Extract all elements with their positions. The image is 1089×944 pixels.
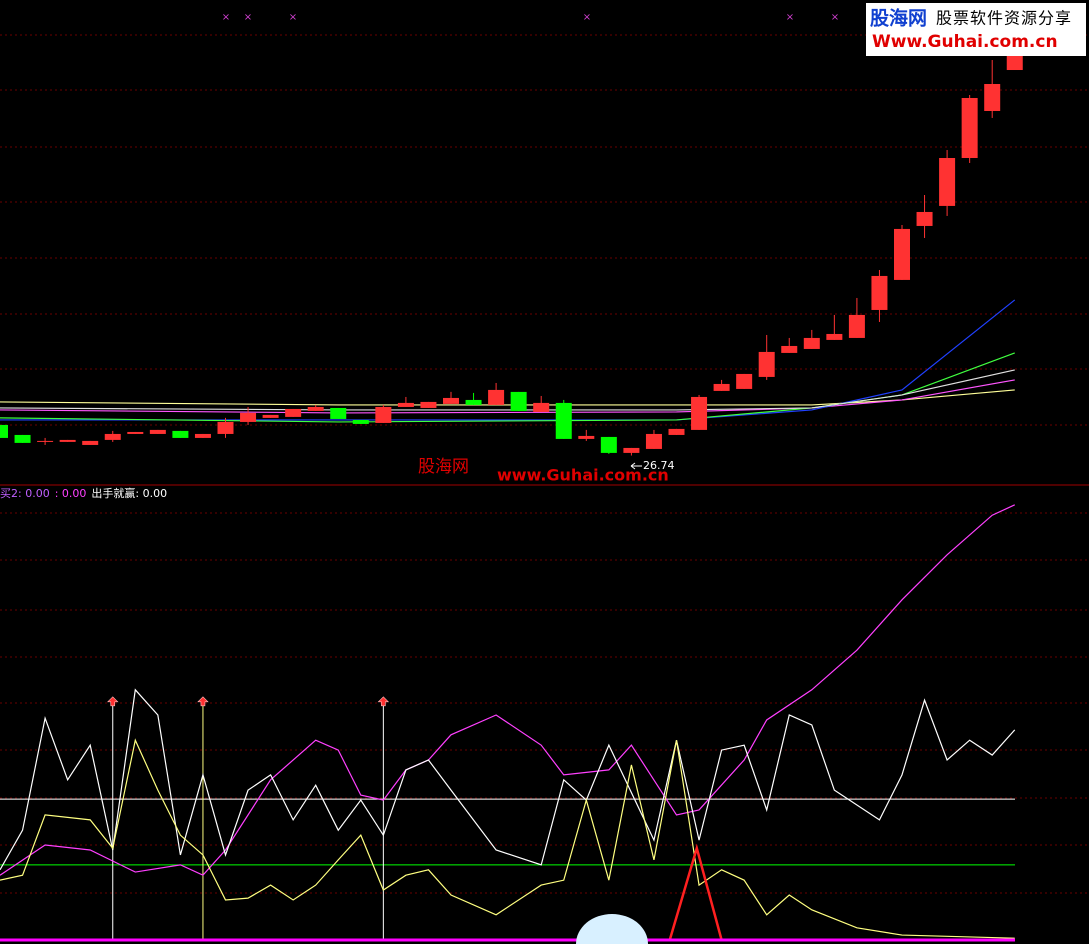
moving-average xyxy=(0,389,1015,406)
candle-body xyxy=(127,431,144,434)
signal-arrow xyxy=(377,696,390,707)
candle-body xyxy=(600,436,617,453)
candle-body xyxy=(397,402,414,407)
candle-body xyxy=(172,430,189,438)
candle-body xyxy=(533,402,550,412)
indicator-line xyxy=(0,504,1016,876)
candle-body xyxy=(14,434,31,443)
candle-body xyxy=(104,433,121,440)
legend-entry: 买2: 0.00 xyxy=(0,487,50,500)
candle-body xyxy=(330,407,347,419)
watermark-name: 股海网 xyxy=(418,457,469,477)
candle-body xyxy=(37,440,54,442)
marker: × xyxy=(583,12,591,23)
candle-body xyxy=(781,345,798,353)
candle-body xyxy=(194,433,211,438)
candle-body xyxy=(510,391,527,411)
logo-box xyxy=(866,3,1086,56)
candle-body xyxy=(916,211,933,226)
indicator-plot xyxy=(0,504,1016,942)
candle-body xyxy=(555,402,572,439)
legend: 买2: 0.00 : 0.00 出手就赢: 0.00 xyxy=(0,486,167,500)
logo-slogan: 股票软件资源分享 xyxy=(936,9,1072,28)
candle-body xyxy=(465,399,482,405)
candle-body xyxy=(848,314,865,338)
candle-body xyxy=(623,447,640,453)
candle-body xyxy=(645,433,662,449)
low-arrow-head xyxy=(630,462,636,470)
candle-body xyxy=(262,414,279,418)
candle-body xyxy=(420,401,437,408)
signal-arrow xyxy=(107,696,119,707)
candle-body xyxy=(0,424,8,438)
markers: × × × × × × xyxy=(222,12,839,23)
moving-average xyxy=(0,369,1015,411)
candle-body xyxy=(939,157,956,206)
logo-name: 股海网 xyxy=(870,7,927,30)
candle-body xyxy=(736,373,753,389)
watermark-url: www.Guhai.com.cn xyxy=(497,466,669,485)
marker: × xyxy=(786,12,794,23)
candle-body xyxy=(668,428,685,435)
candle-body xyxy=(285,408,302,417)
marker: × xyxy=(244,12,252,23)
candle-body xyxy=(894,228,910,280)
candle-body xyxy=(240,412,257,422)
candle-body xyxy=(352,419,369,424)
candle-body xyxy=(713,383,730,391)
moving-average xyxy=(0,352,1015,423)
candle-body xyxy=(443,397,459,404)
candle-body xyxy=(149,429,166,434)
moving-average xyxy=(0,379,1015,414)
candle-body xyxy=(307,406,324,411)
candle-body xyxy=(375,406,392,423)
marker: × xyxy=(831,12,839,23)
candle-body xyxy=(803,337,820,349)
candle-body xyxy=(59,439,76,442)
candle-body xyxy=(691,396,708,430)
candle-body xyxy=(961,97,978,158)
marker: × xyxy=(289,12,297,23)
moving-average xyxy=(0,299,1016,421)
candle-body xyxy=(984,84,1001,111)
grid xyxy=(0,34,1089,894)
indicator-line xyxy=(668,843,723,941)
signal-arrow xyxy=(197,696,209,707)
candle-body xyxy=(488,389,505,405)
candle-body xyxy=(82,440,99,445)
candle-body xyxy=(217,421,234,434)
candle-body xyxy=(758,351,775,377)
candle-body xyxy=(826,333,843,340)
low-label: 26.74 xyxy=(643,459,675,472)
logo-url: Www.Guhai.com.cn xyxy=(872,32,1058,52)
legend-entry: : 0.00 xyxy=(55,487,87,500)
candle-body xyxy=(578,435,595,439)
overlay-bubble xyxy=(576,914,648,944)
candle-body xyxy=(1006,54,1023,71)
legend-entry: 出手就赢: 0.00 xyxy=(91,486,167,500)
marker: × xyxy=(222,12,230,23)
indicator-line xyxy=(0,688,1016,871)
indicator-line xyxy=(0,738,1015,939)
plot xyxy=(0,39,1023,456)
candle-body xyxy=(871,275,888,310)
